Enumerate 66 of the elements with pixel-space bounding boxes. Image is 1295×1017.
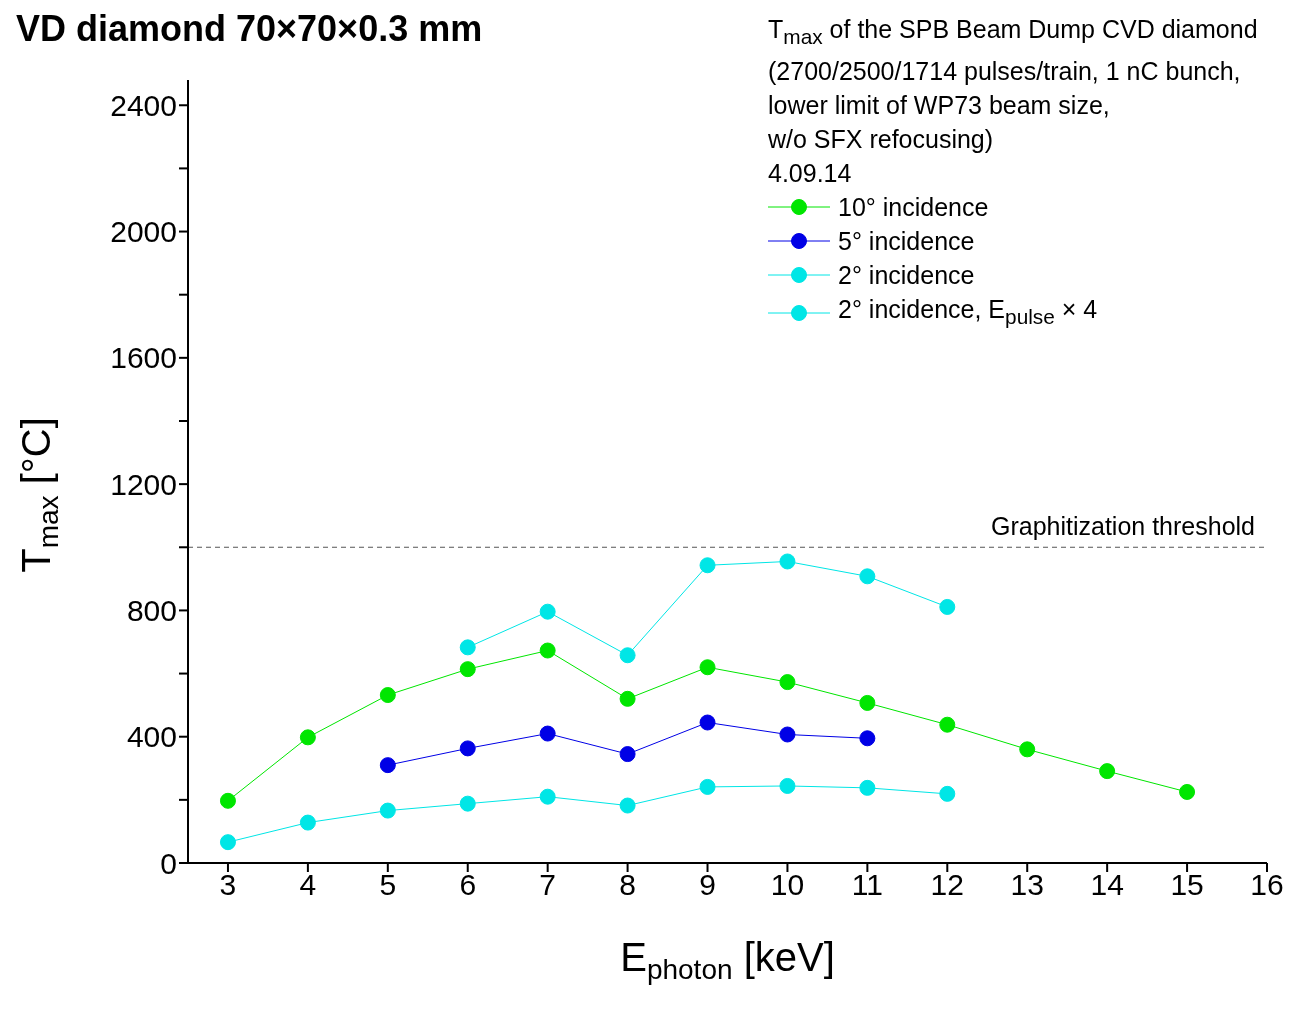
x-tick-label: 16 xyxy=(1250,868,1284,902)
point xyxy=(379,802,396,819)
x-tick-label: 3 xyxy=(219,868,237,902)
x-tick-label: 11 xyxy=(851,868,883,902)
x-tick-label: 12 xyxy=(930,868,964,902)
point xyxy=(619,647,636,664)
y-tick-label: 2000 xyxy=(110,215,177,249)
point xyxy=(299,814,316,831)
point xyxy=(699,714,716,731)
point xyxy=(459,740,476,757)
y-tick-label: 800 xyxy=(126,594,177,628)
point xyxy=(939,598,956,615)
point xyxy=(459,639,476,656)
y-tick-label: 2400 xyxy=(110,88,177,122)
point xyxy=(1179,783,1196,800)
point xyxy=(699,778,716,795)
ref-line-label: Graphitization threshold xyxy=(990,512,1255,541)
legend-label: 2° incidence xyxy=(838,260,975,291)
point xyxy=(459,795,476,812)
point xyxy=(219,834,236,851)
point xyxy=(699,557,716,574)
point xyxy=(859,568,876,585)
point xyxy=(379,757,396,774)
point xyxy=(1099,763,1116,780)
x-tick-label: 7 xyxy=(539,868,557,902)
point xyxy=(859,694,876,711)
point xyxy=(539,603,556,620)
point xyxy=(779,777,796,794)
x-tick-label: 15 xyxy=(1170,868,1204,902)
y-tick-label: 1600 xyxy=(110,341,177,375)
x-tick-label: 8 xyxy=(619,868,636,902)
point xyxy=(699,659,716,676)
y-tick-label: 400 xyxy=(126,720,177,754)
chart-title: VD diamond 70×70×0.3 mm xyxy=(16,8,483,50)
point xyxy=(539,788,556,805)
x-tick-label: 4 xyxy=(299,868,317,902)
x-axis-title: E$_{photon}$ [keV] xyxy=(620,935,835,986)
x-tick-label: 14 xyxy=(1090,868,1124,902)
legend-title: T$_{max}$ of the SPB Beam Dump CVD diamond (2700/2500/1714 pulses/train, 1 nC bunch, lower limit of WP73 beam size, w/o SFX refocusing) 4.09.14 xyxy=(768,14,1258,189)
legend-label: 5° incidence xyxy=(838,226,975,257)
point xyxy=(619,690,636,707)
point xyxy=(779,674,796,691)
point xyxy=(779,726,796,743)
point xyxy=(219,792,236,809)
point xyxy=(619,746,636,763)
point xyxy=(939,716,956,733)
point xyxy=(459,661,476,678)
y-tick-label: 1200 xyxy=(110,467,177,501)
x-tick-label: 5 xyxy=(379,868,397,902)
legend-label: 10° incidence xyxy=(838,192,989,223)
point xyxy=(779,553,796,570)
x-tick-label: 10 xyxy=(770,868,805,902)
point xyxy=(299,729,316,746)
point xyxy=(1019,741,1036,758)
x-tick-label: 9 xyxy=(699,868,716,902)
point xyxy=(379,687,396,704)
point xyxy=(619,797,636,814)
point xyxy=(859,730,876,747)
x-tick-label: 6 xyxy=(459,868,477,902)
point xyxy=(939,785,956,802)
legend-label: 2° incidence, E$_{pulse}$ × 4 xyxy=(838,294,1098,330)
point xyxy=(539,642,556,659)
x-tick-label: 13 xyxy=(1010,868,1044,902)
point xyxy=(539,725,556,742)
y-tick-label: 0 xyxy=(160,846,177,880)
point xyxy=(859,779,876,796)
